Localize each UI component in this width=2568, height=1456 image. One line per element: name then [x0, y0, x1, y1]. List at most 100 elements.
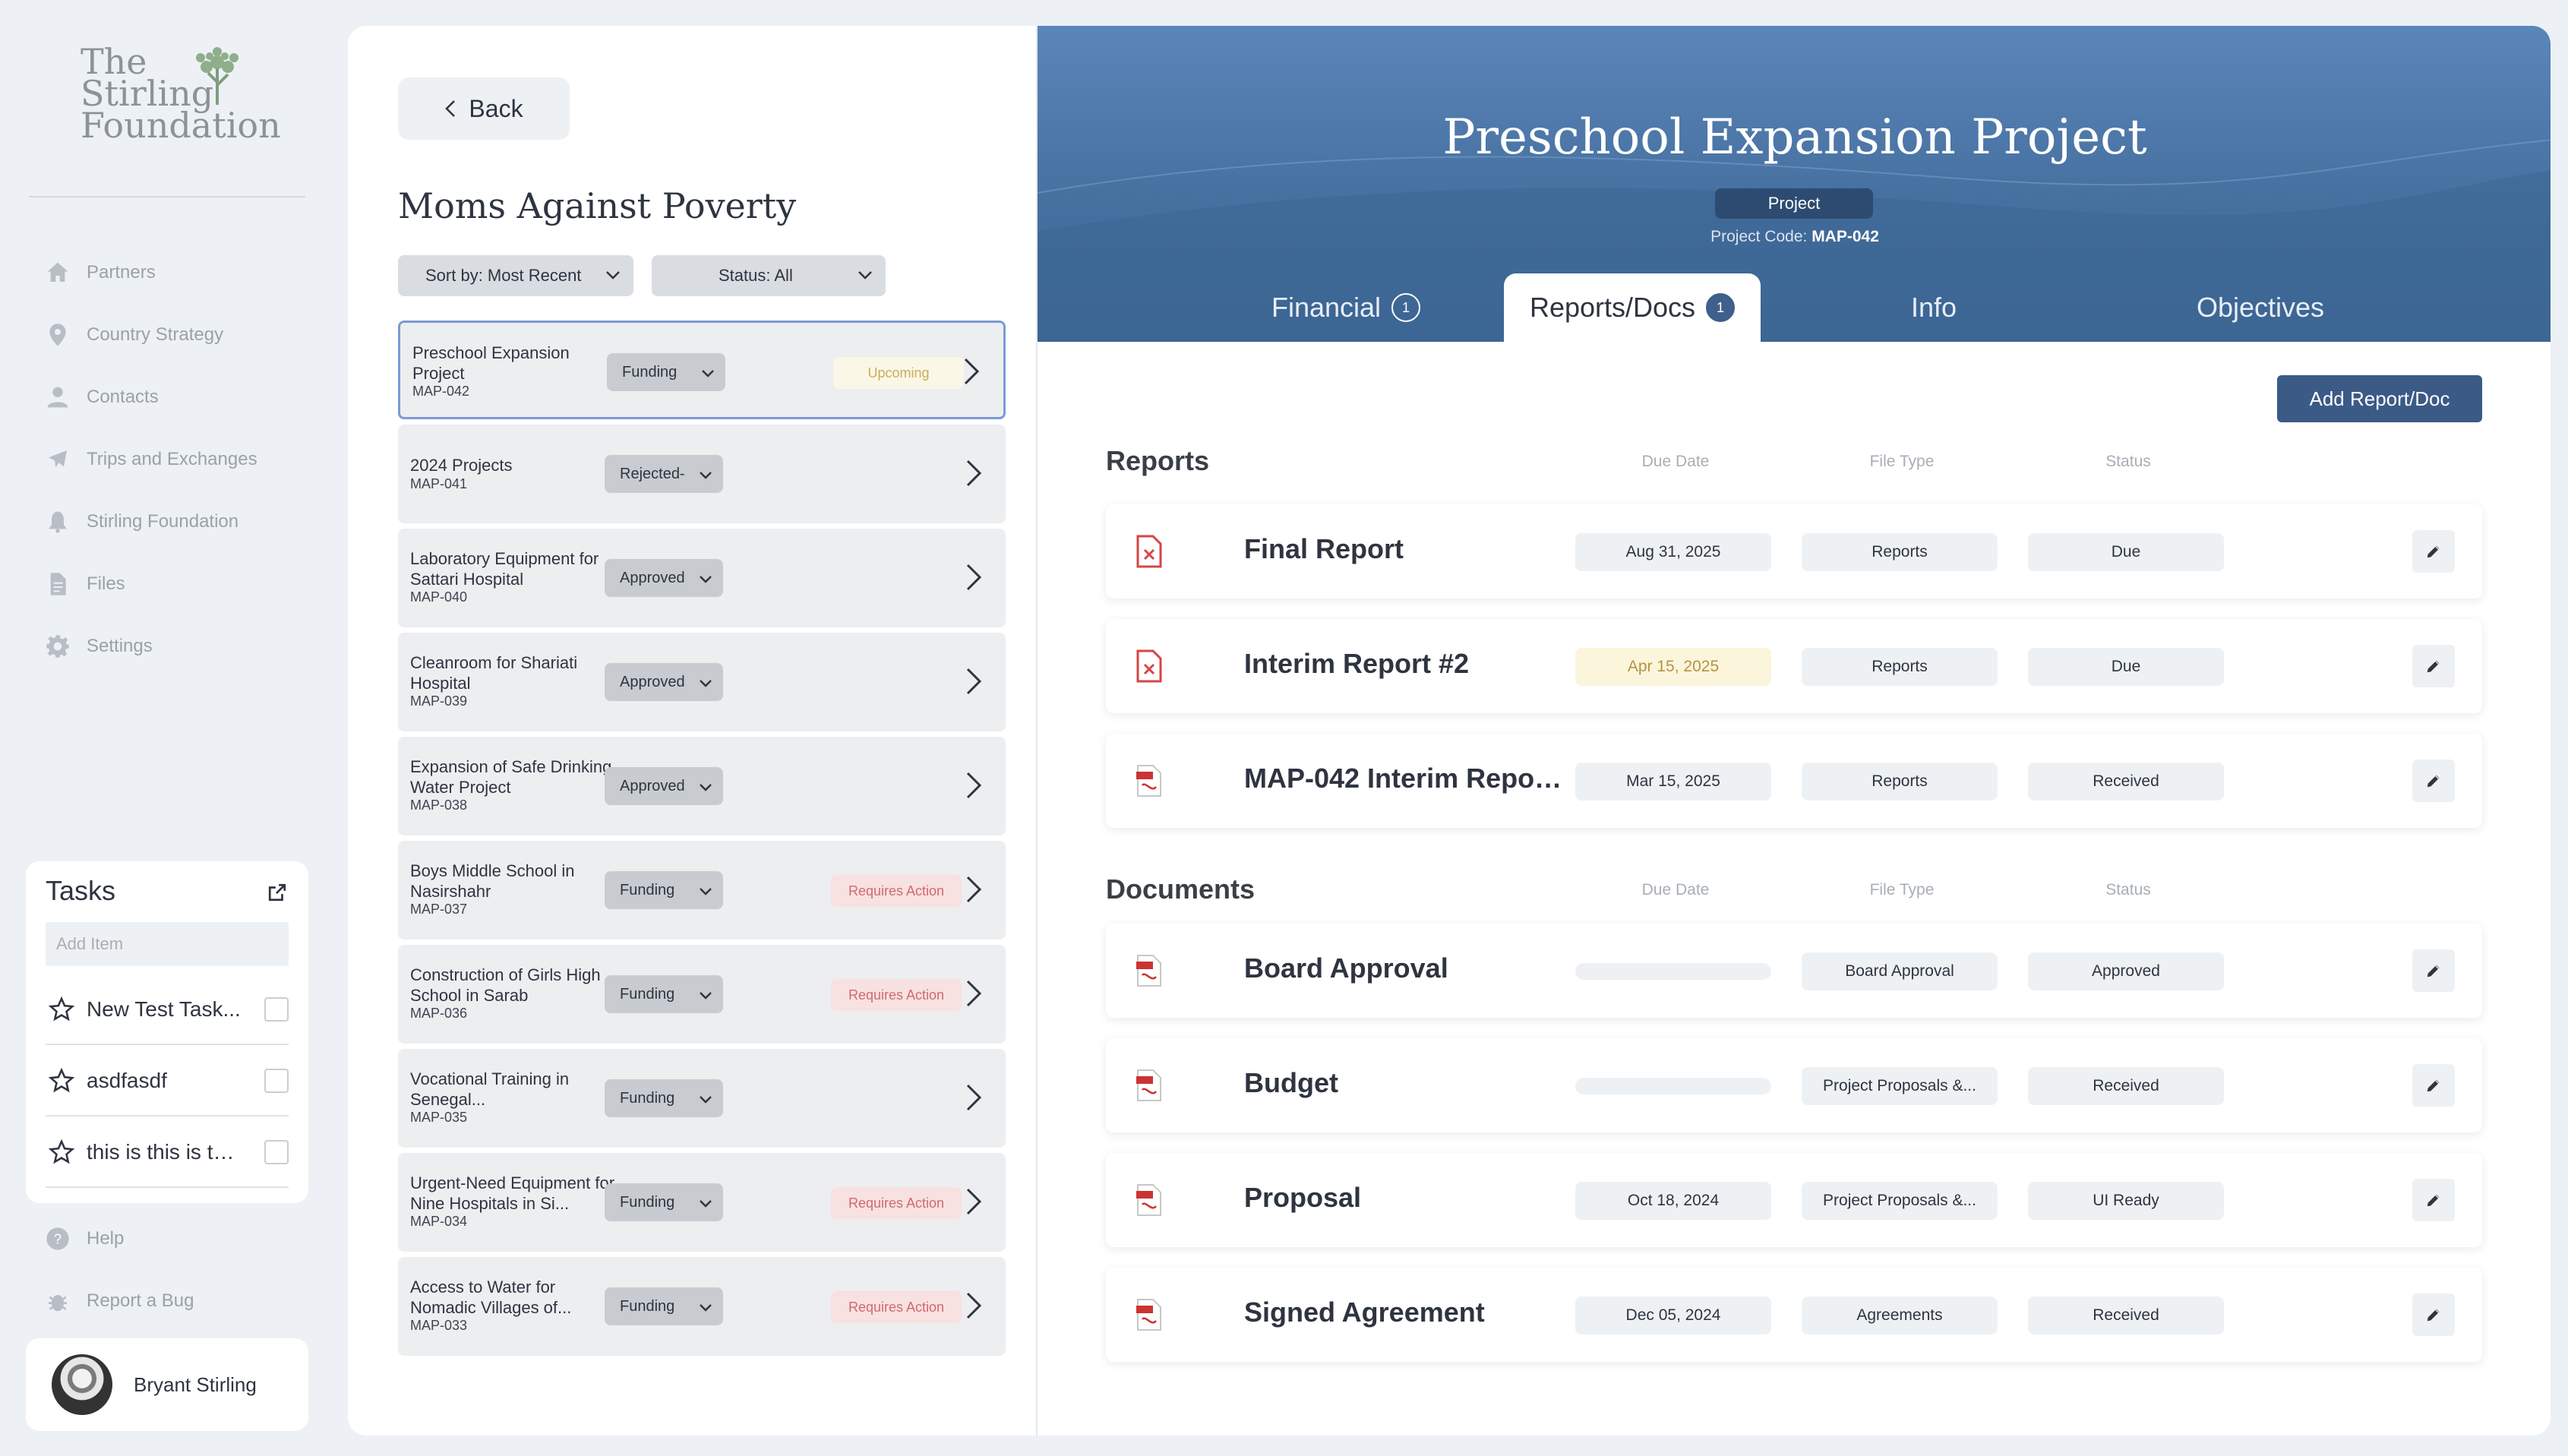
task-item[interactable]: asdfasdf: [46, 1047, 289, 1116]
chevron-down-icon: [700, 888, 712, 895]
project-stage-dropdown[interactable]: Funding: [605, 1079, 723, 1117]
project-stage-label: Approved: [620, 673, 685, 690]
nav-item-country-strategy[interactable]: Country Strategy: [46, 316, 223, 354]
nav-item-files[interactable]: Files: [46, 565, 125, 603]
user-card[interactable]: Bryant Stirling: [26, 1338, 308, 1431]
doc-name[interactable]: Signed Agreement: [1244, 1297, 1485, 1328]
tab-financial[interactable]: Financial 1: [1217, 273, 1475, 342]
chevron-right-icon[interactable]: [965, 874, 983, 905]
project-name: Cleanroom for Shariati Hospital: [410, 653, 578, 693]
status-chip: Due: [2028, 533, 2224, 571]
project-stage-dropdown[interactable]: Funding: [607, 353, 725, 391]
chevron-down-icon: [700, 576, 712, 583]
report-row[interactable]: MAP-042 Interim Repor... Mar 15, 2025 Re…: [1106, 734, 2482, 828]
edit-button[interactable]: [2412, 1064, 2455, 1107]
doc-name[interactable]: Final Report: [1244, 533, 1404, 564]
edit-button[interactable]: [2412, 760, 2455, 802]
project-row[interactable]: Laboratory Equipment for Sattari Hospita…: [398, 529, 1006, 627]
task-checkbox[interactable]: [264, 997, 289, 1022]
project-row[interactable]: Access to Water for Nomadic Villages of.…: [398, 1257, 1006, 1356]
project-stage-dropdown[interactable]: Approved: [605, 767, 723, 805]
project-stage-dropdown[interactable]: Rejected-: [605, 455, 723, 493]
edit-button[interactable]: [2412, 1179, 2455, 1221]
project-row[interactable]: Urgent-Need Equipment for Nine Hospitals…: [398, 1153, 1006, 1252]
project-row[interactable]: 2024 Projects MAP-041 Rejected-: [398, 425, 1006, 523]
document-row[interactable]: Signed Agreement Dec 05, 2024 Agreements…: [1106, 1268, 2482, 1362]
nav-item-contacts[interactable]: Contacts: [46, 378, 159, 416]
chevron-down-icon: [700, 1200, 712, 1208]
project-list-panel: Back Moms Against Poverty Sort by: Most …: [348, 26, 1036, 1435]
report-row[interactable]: Final Report Aug 31, 2025 Reports Due: [1106, 504, 2482, 599]
nav-help[interactable]: ? Help: [46, 1220, 124, 1258]
back-button[interactable]: Back: [398, 77, 570, 140]
task-item[interactable]: New Test Task...: [46, 975, 289, 1045]
add-report-doc-button[interactable]: Add Report/Doc: [2277, 375, 2482, 422]
task-add-input[interactable]: [46, 922, 289, 966]
document-row[interactable]: Board Approval Board Approval Approved: [1106, 924, 2482, 1018]
nav-item-label: Country Strategy: [87, 324, 224, 345]
documents-section-title: Documents: [1106, 873, 1256, 905]
chevron-right-icon[interactable]: [962, 356, 981, 387]
project-stage-dropdown[interactable]: Funding: [605, 1287, 723, 1325]
project-row[interactable]: Boys Middle School in Nasirshahr MAP-037…: [398, 841, 1006, 940]
document-row[interactable]: Proposal Oct 18, 2024 Project Proposals …: [1106, 1153, 2482, 1247]
status-dropdown[interactable]: Status: All: [652, 255, 886, 296]
project-stage-dropdown[interactable]: Approved: [605, 559, 723, 597]
project-row[interactable]: Vocational Training in Senegal... MAP-03…: [398, 1049, 1006, 1148]
task-checkbox[interactable]: [264, 1069, 289, 1093]
nav-report-bug[interactable]: Report a Bug: [46, 1282, 194, 1320]
project-stage-dropdown[interactable]: Funding: [605, 871, 723, 909]
nav-item-trips-and-exchanges[interactable]: Trips and Exchanges: [46, 441, 257, 478]
tab-info[interactable]: Info: [1805, 273, 2063, 342]
nav-item-partners[interactable]: Partners: [46, 254, 156, 292]
nav-help-label: Help: [87, 1228, 125, 1249]
org-title: Moms Against Poverty: [398, 185, 797, 226]
chevron-right-icon[interactable]: [965, 978, 983, 1009]
project-row[interactable]: Construction of Girls High School in Sar…: [398, 945, 1006, 1044]
foundation-logo[interactable]: The Stirling Foundation: [81, 44, 281, 144]
edit-button[interactable]: [2412, 645, 2455, 687]
status-chip: Approved: [2028, 952, 2224, 990]
star-icon[interactable]: [49, 1139, 74, 1165]
chevron-right-icon[interactable]: [965, 1186, 983, 1217]
reports-section-title: Reports: [1106, 445, 1210, 476]
tab-objectives[interactable]: Objectives: [2131, 273, 2390, 342]
external-link-icon[interactable]: [267, 883, 287, 902]
project-stage-label: Funding: [620, 1089, 675, 1107]
edit-button[interactable]: [2412, 949, 2455, 992]
doc-name[interactable]: Proposal: [1244, 1182, 1362, 1213]
project-stage-dropdown[interactable]: Approved: [605, 663, 723, 701]
doc-name[interactable]: Board Approval: [1244, 952, 1448, 984]
project-header: Preschool Expansion Project Project Proj…: [1038, 26, 2551, 342]
chevron-right-icon[interactable]: [965, 1290, 983, 1321]
nav-item-settings[interactable]: Settings: [46, 627, 153, 665]
star-icon[interactable]: [49, 1068, 74, 1094]
edit-button[interactable]: [2412, 530, 2455, 573]
edit-button[interactable]: [2412, 1293, 2455, 1336]
project-row[interactable]: Cleanroom for Shariati Hospital MAP-039 …: [398, 633, 1006, 731]
chevron-right-icon[interactable]: [965, 562, 983, 592]
sort-dropdown[interactable]: Sort by: Most Recent: [398, 255, 633, 296]
report-row[interactable]: Interim Report #2 Apr 15, 2025 Reports D…: [1106, 619, 2482, 713]
due-date-chip: Oct 18, 2024: [1575, 1182, 1771, 1220]
star-icon[interactable]: [49, 996, 74, 1022]
task-item[interactable]: this is this is thi...: [46, 1118, 289, 1188]
project-row[interactable]: Preschool Expansion Project MAP-042 Fund…: [398, 321, 1006, 419]
chevron-right-icon[interactable]: [965, 1082, 983, 1113]
chevron-right-icon[interactable]: [965, 458, 983, 488]
project-row[interactable]: Expansion of Safe Drinking Water Project…: [398, 737, 1006, 835]
project-stage-dropdown[interactable]: Funding: [605, 975, 723, 1013]
doc-name[interactable]: Interim Report #2: [1244, 648, 1470, 679]
nav-item-stirling-foundation[interactable]: Stirling Foundation: [46, 503, 238, 541]
project-name: Boys Middle School in Nasirshahr: [410, 861, 575, 901]
project-list: Preschool Expansion Project MAP-042 Fund…: [398, 321, 1006, 1410]
chevron-right-icon[interactable]: [965, 666, 983, 696]
tab-reports-docs[interactable]: Reports/Docs 1: [1504, 273, 1761, 342]
project-code: MAP-035: [410, 1110, 468, 1125]
doc-name[interactable]: MAP-042 Interim Repor...: [1244, 763, 1563, 794]
document-row[interactable]: Budget Project Proposals &... Received: [1106, 1038, 2482, 1132]
project-stage-dropdown[interactable]: Funding: [605, 1183, 723, 1221]
doc-name[interactable]: Budget: [1244, 1067, 1338, 1098]
task-checkbox[interactable]: [264, 1140, 289, 1164]
chevron-right-icon[interactable]: [965, 770, 983, 801]
